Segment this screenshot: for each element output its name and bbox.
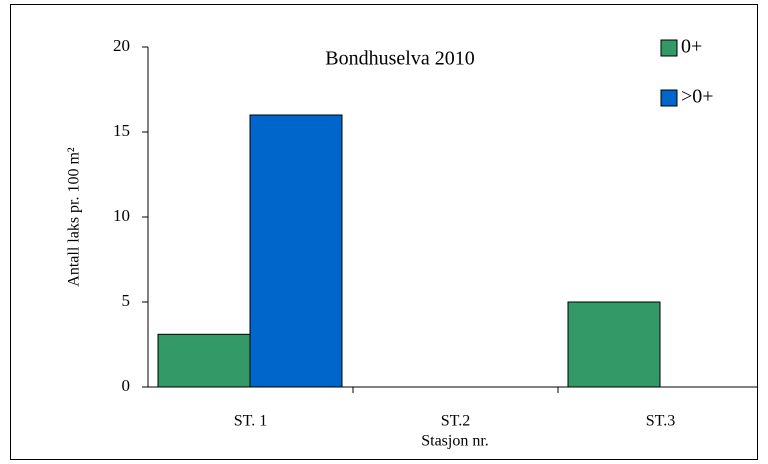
x-tick-label: ST.2: [441, 413, 470, 430]
y-tick-label: 10: [113, 206, 130, 225]
y-tick-label: 0: [122, 376, 131, 395]
y-tick-label: 20: [113, 36, 130, 55]
bar: [249, 114, 343, 388]
legend-swatch: [660, 39, 678, 57]
legend-label: >0+: [681, 86, 714, 108]
chart-title: Bondhuselva 2010: [325, 48, 474, 70]
y-tick-label: 15: [113, 121, 130, 140]
y-axis-label: Antall laks pr. 100 m²: [66, 147, 83, 287]
bar: [157, 333, 251, 388]
x-tick-label: ST.3: [646, 413, 675, 430]
legend-label: 0+: [681, 36, 702, 58]
x-axis-label: Stasjon nr.: [421, 433, 489, 450]
legend-swatch: [660, 89, 678, 107]
x-tick-label: ST. 1: [234, 413, 267, 430]
y-tick-label: 5: [122, 291, 131, 310]
bar: [567, 301, 661, 388]
